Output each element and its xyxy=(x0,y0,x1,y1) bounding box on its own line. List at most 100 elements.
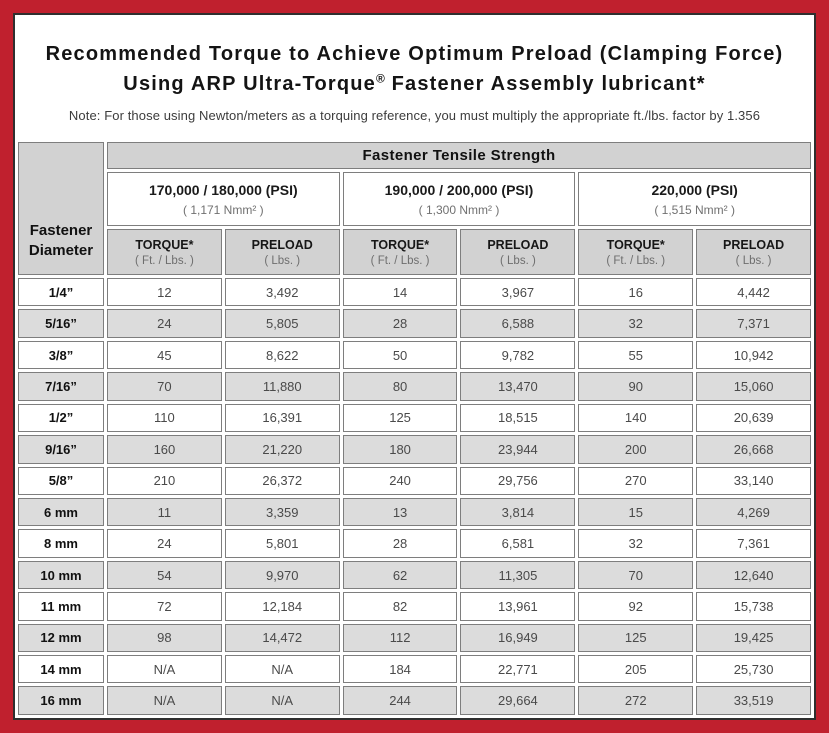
cell-preload-190-200: 11,305 xyxy=(460,560,576,590)
cell-torque-170-180: N/A xyxy=(107,686,222,715)
cell-preload-190-200: 6,588 xyxy=(460,309,576,338)
cell-preload-170-180: 11,880 xyxy=(224,372,340,401)
cell-torque-190-200: 125 xyxy=(342,403,458,433)
row-label-diameter: 5/8” xyxy=(18,466,104,495)
preload-column-header: PRELOAD ( Lbs. ) xyxy=(696,229,811,275)
header-row-psi: 170,000 / 180,000 (PSI) ( 1,171 Nmm² ) 1… xyxy=(18,172,811,226)
row-label-diameter: 3/8” xyxy=(18,340,104,370)
cell-torque-220: 270 xyxy=(578,466,694,495)
cell-torque-220: 55 xyxy=(578,340,694,370)
psi-value: 190,000 / 200,000 (PSI) xyxy=(384,181,534,198)
cell-torque-190-200: 28 xyxy=(342,309,458,338)
psi-value: 220,000 (PSI) xyxy=(651,181,738,198)
nmm-value: ( 1,515 Nmm² ) xyxy=(654,202,735,217)
cell-preload-190-200: 22,771 xyxy=(460,655,576,684)
cell-preload-220: 4,269 xyxy=(696,497,811,527)
cell-preload-170-180: 9,970 xyxy=(224,560,340,590)
table-row: 16 mm N/A N/A 244 29,664 272 33,519 xyxy=(18,686,811,715)
table-row: 10 mm 54 9,970 62 11,305 70 12,640 xyxy=(18,560,811,590)
cell-preload-220: 20,639 xyxy=(696,403,811,433)
cell-torque-220: 32 xyxy=(578,529,694,558)
cell-torque-170-180: 70 xyxy=(107,372,222,401)
cell-torque-170-180: 45 xyxy=(107,340,222,370)
cell-torque-190-200: 112 xyxy=(342,623,458,653)
cell-torque-170-180: 24 xyxy=(107,529,222,558)
cell-torque-220: 125 xyxy=(578,623,694,653)
cell-torque-220: 15 xyxy=(578,497,694,527)
cell-preload-170-180: 14,472 xyxy=(224,623,340,653)
cell-preload-170-180: 16,391 xyxy=(224,403,340,433)
torque-column-header: TORQUE* ( Ft. / Lbs. ) xyxy=(107,229,222,275)
table-row: 8 mm 24 5,801 28 6,581 32 7,361 xyxy=(18,529,811,558)
table-row: 11 mm 72 12,184 82 13,961 92 15,738 xyxy=(18,592,811,621)
cell-torque-190-200: 184 xyxy=(342,655,458,684)
cell-preload-220: 10,942 xyxy=(696,340,811,370)
nmm-value: ( 1,300 Nmm² ) xyxy=(418,202,500,217)
cell-preload-170-180: 21,220 xyxy=(224,435,340,464)
cell-torque-170-180: 24 xyxy=(107,309,222,338)
torque-table: Fastener Diameter Fastener Tensile Stren… xyxy=(15,139,814,718)
table-row: 9/16” 160 21,220 180 23,944 200 26,668 xyxy=(18,435,811,464)
table-body: 1/4” 12 3,492 14 3,967 16 4,442 5/16” 24… xyxy=(18,278,811,715)
tensile-strength-header: Fastener Tensile Strength xyxy=(107,142,811,169)
cell-torque-170-180: 12 xyxy=(107,278,222,307)
cell-preload-170-180: 12,184 xyxy=(224,592,340,621)
cell-torque-170-180: N/A xyxy=(107,655,222,684)
cell-torque-220: 200 xyxy=(578,435,694,464)
cell-torque-170-180: 98 xyxy=(107,623,222,653)
table-row: 1/4” 12 3,492 14 3,967 16 4,442 xyxy=(18,278,811,307)
table-row: 3/8” 45 8,622 50 9,782 55 10,942 xyxy=(18,340,811,370)
cell-preload-220: 19,425 xyxy=(696,623,811,653)
row-label-diameter: 14 mm xyxy=(18,655,104,684)
cell-preload-220: 12,640 xyxy=(696,560,811,590)
preload-column-header: PRELOAD ( Lbs. ) xyxy=(460,229,576,275)
cell-preload-190-200: 9,782 xyxy=(460,340,576,370)
cell-torque-220: 32 xyxy=(578,309,694,338)
corner-header-fastener-diameter: Fastener Diameter xyxy=(18,142,104,275)
cell-preload-190-200: 13,470 xyxy=(460,372,576,401)
cell-preload-190-200: 18,515 xyxy=(460,403,576,433)
table-row: 6 mm 11 3,359 13 3,814 15 4,269 xyxy=(18,497,811,527)
cell-torque-220: 92 xyxy=(578,592,694,621)
psi-group-header-190-200: 190,000 / 200,000 (PSI) ( 1,300 Nmm² ) xyxy=(342,172,576,226)
note-text: Note: For those using Newton/meters as a… xyxy=(68,108,761,123)
cell-preload-190-200: 23,944 xyxy=(460,435,576,464)
cell-torque-170-180: 72 xyxy=(107,592,222,621)
cell-preload-170-180: 26,372 xyxy=(224,466,340,495)
cell-torque-220: 90 xyxy=(578,372,694,401)
title-line-1: Recommended Torque to Achieve Optimum Pr… xyxy=(45,43,784,65)
cell-preload-220: 25,730 xyxy=(696,655,811,684)
cell-preload-170-180: 3,492 xyxy=(224,278,340,307)
cell-preload-190-200: 6,581 xyxy=(460,529,576,558)
row-label-diameter: 8 mm xyxy=(18,529,104,558)
cell-torque-190-200: 240 xyxy=(342,466,458,495)
preload-column-header: PRELOAD ( Lbs. ) xyxy=(224,229,340,275)
header-row-columns: TORQUE* ( Ft. / Lbs. ) PRELOAD ( Lbs. ) … xyxy=(18,229,811,275)
row-label-diameter: 9/16” xyxy=(18,435,104,464)
cell-preload-220: 33,519 xyxy=(696,686,811,715)
psi-group-header-220: 220,000 (PSI) ( 1,515 Nmm² ) xyxy=(578,172,811,226)
cell-torque-190-200: 13 xyxy=(342,497,458,527)
cell-torque-190-200: 62 xyxy=(342,560,458,590)
nmm-value: ( 1,171 Nmm² ) xyxy=(182,202,264,217)
cell-preload-170-180: 8,622 xyxy=(224,340,340,370)
cell-preload-170-180: N/A xyxy=(224,686,340,715)
cell-preload-190-200: 3,814 xyxy=(460,497,576,527)
cell-preload-220: 4,442 xyxy=(696,278,811,307)
title-block: Recommended Torque to Achieve Optimum Pr… xyxy=(15,15,814,139)
psi-value: 170,000 / 180,000 (PSI) xyxy=(148,181,298,198)
psi-group-header-170-180: 170,000 / 180,000 (PSI) ( 1,171 Nmm² ) xyxy=(107,172,340,226)
row-label-diameter: 7/16” xyxy=(18,372,104,401)
row-label-diameter: 12 mm xyxy=(18,623,104,653)
cell-torque-170-180: 54 xyxy=(107,560,222,590)
cell-preload-220: 26,668 xyxy=(696,435,811,464)
cell-torque-190-200: 28 xyxy=(342,529,458,558)
header-row-tensile: Fastener Diameter Fastener Tensile Stren… xyxy=(18,142,811,275)
content-frame: Recommended Torque to Achieve Optimum Pr… xyxy=(13,13,816,720)
cell-preload-220: 15,060 xyxy=(696,372,811,401)
cell-torque-190-200: 180 xyxy=(342,435,458,464)
cell-preload-190-200: 29,756 xyxy=(460,466,576,495)
row-label-diameter: 6 mm xyxy=(18,497,104,527)
torque-column-header: TORQUE* ( Ft. / Lbs. ) xyxy=(578,229,694,275)
cell-torque-190-200: 244 xyxy=(342,686,458,715)
